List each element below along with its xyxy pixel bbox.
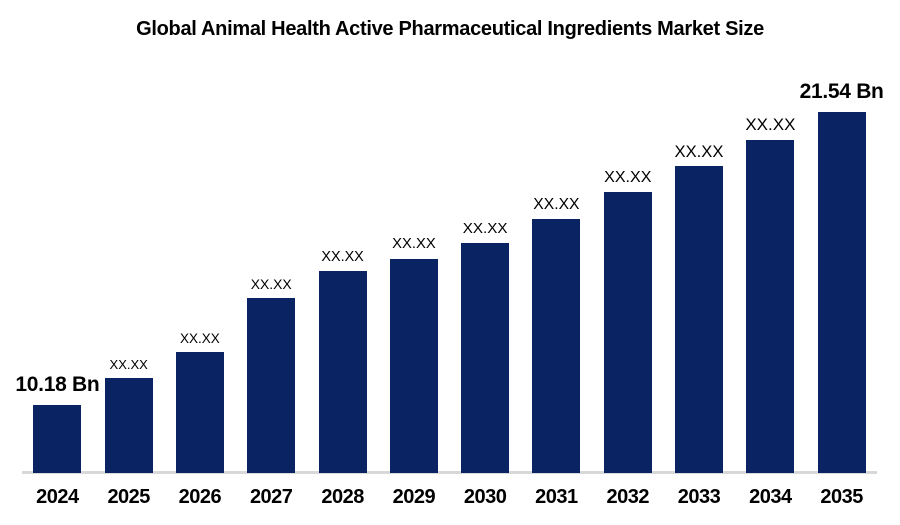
bar-value-label-2033: XX.XX [674,141,724,161]
x-axis-label-2032: 2032 [606,486,650,508]
bar-2029 [389,259,438,473]
x-axis-line [22,471,877,474]
bar-slot-2032: XX.XX [592,169,663,473]
bar-slot-2033: XX.XX [664,141,735,473]
x-axis-label-2035: 2035 [820,486,863,508]
bar-slot-2034: XX.XX [735,116,806,473]
bar-value-label-2034: XX.XX [745,115,796,135]
bar-value-label-2025: XX.XX [109,357,148,373]
bar-slot-2026: XX.XX [164,330,235,473]
bar-2024 [33,405,82,473]
bar-value-label-2030: XX.XX [462,220,508,238]
bar-2035 [817,112,866,473]
chart-title: Global Animal Health Active Pharmaceutic… [136,18,764,40]
bar-value-label-2029: XX.XX [392,236,436,253]
bar-2026 [175,352,224,473]
bar-value-label-2035: 21.54 Bn [799,79,884,103]
x-axis-label-2030: 2030 [463,486,507,508]
bar-slot-2030: XX.XX [450,221,521,473]
bar-slot-2027: XX.XX [236,277,307,473]
bar-value-label-2028: XX.XX [321,248,364,265]
x-axis-label-2026: 2026 [178,486,222,508]
x-axis-label-2024: 2024 [36,486,79,508]
x-axis-label-2033: 2033 [677,486,721,508]
bar-slot-2024: 10.18 Bn [15,373,100,473]
bar-value-label-2026: XX.XX [180,330,220,346]
bar-value-label-2027: XX.XX [250,276,292,293]
bar-slot-2035: 21.54 Bn [800,80,884,473]
bar-slot-2028: XX.XX [307,248,378,473]
bar-2034 [746,140,795,473]
bar-2027 [247,298,296,473]
bar-2025 [104,378,153,473]
bar-slot-2025: XX.XX [93,358,164,473]
x-axis-label-2029: 2029 [392,486,436,508]
bar-slot-2031: XX.XX [521,195,592,473]
bar-value-label-2031: XX.XX [533,195,580,213]
x-axis-label-2034: 2034 [749,486,792,508]
bar-2032 [603,192,652,473]
x-axis-label-2031: 2031 [535,486,578,508]
bar-value-label-2032: XX.XX [604,168,652,187]
bar-slot-2029: XX.XX [378,237,449,473]
bar-value-label-2024: 10.18 Bn [15,372,100,396]
bar-2028 [318,271,367,473]
bar-2033 [675,166,723,473]
x-axis-label-2027: 2027 [249,486,293,508]
bar-2030 [461,243,510,473]
x-axis-label-2028: 2028 [321,486,364,508]
x-axis-label-2025: 2025 [107,486,150,508]
bar-2031 [532,219,581,473]
